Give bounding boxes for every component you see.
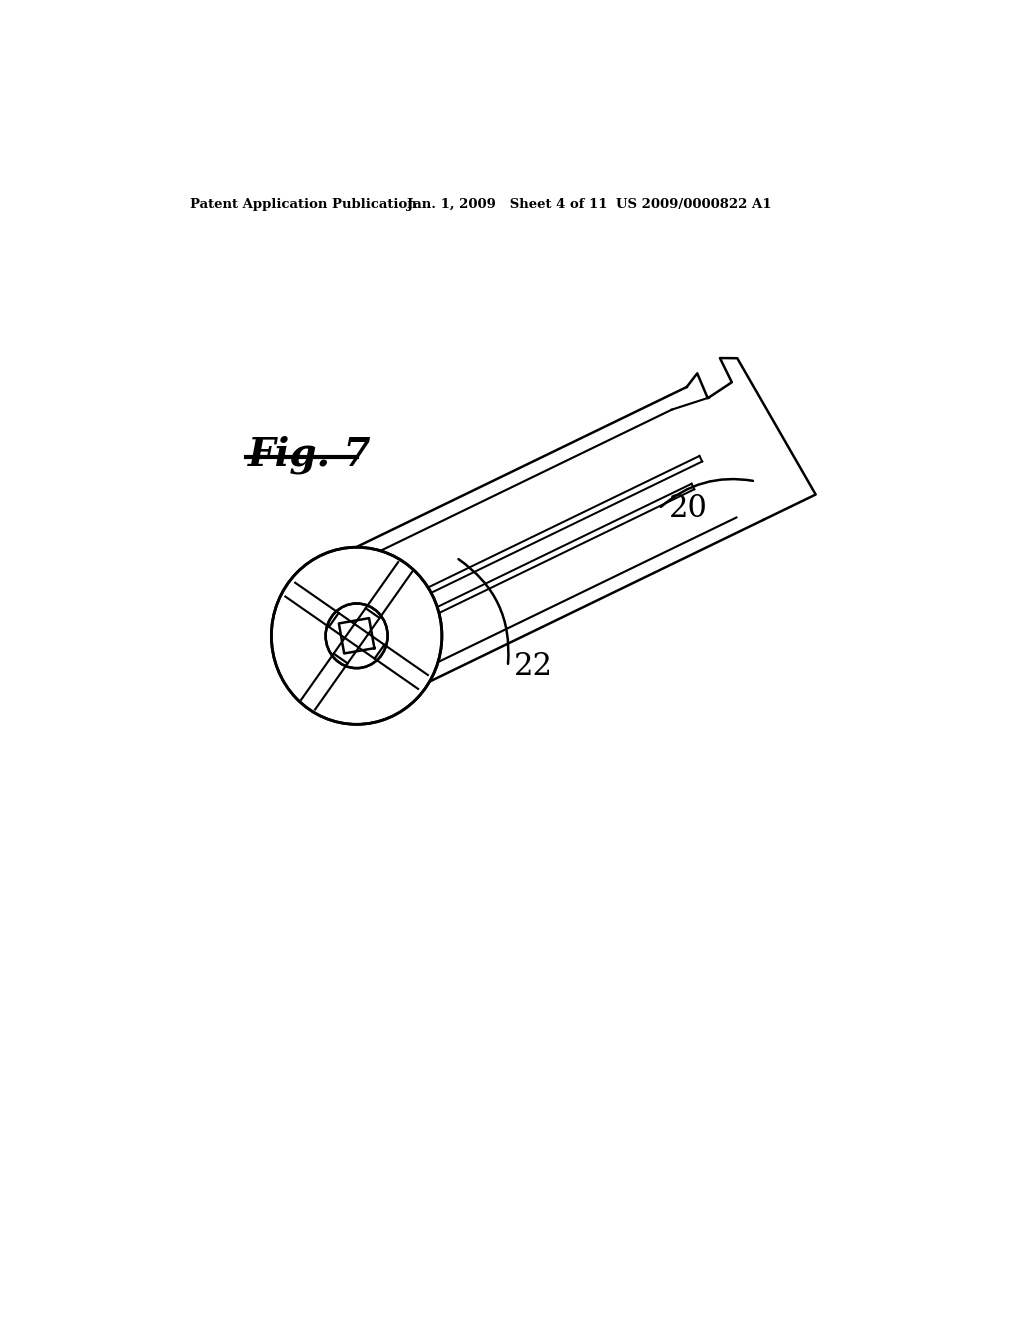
Ellipse shape (326, 603, 388, 668)
Text: 20: 20 (669, 494, 708, 524)
Text: Fig. 7: Fig. 7 (248, 436, 372, 474)
Text: Patent Application Publication: Patent Application Publication (190, 198, 417, 211)
Text: Jan. 1, 2009   Sheet 4 of 11: Jan. 1, 2009 Sheet 4 of 11 (407, 198, 607, 211)
Text: US 2009/0000822 A1: US 2009/0000822 A1 (616, 198, 772, 211)
Ellipse shape (271, 548, 442, 725)
Text: 22: 22 (514, 651, 553, 682)
